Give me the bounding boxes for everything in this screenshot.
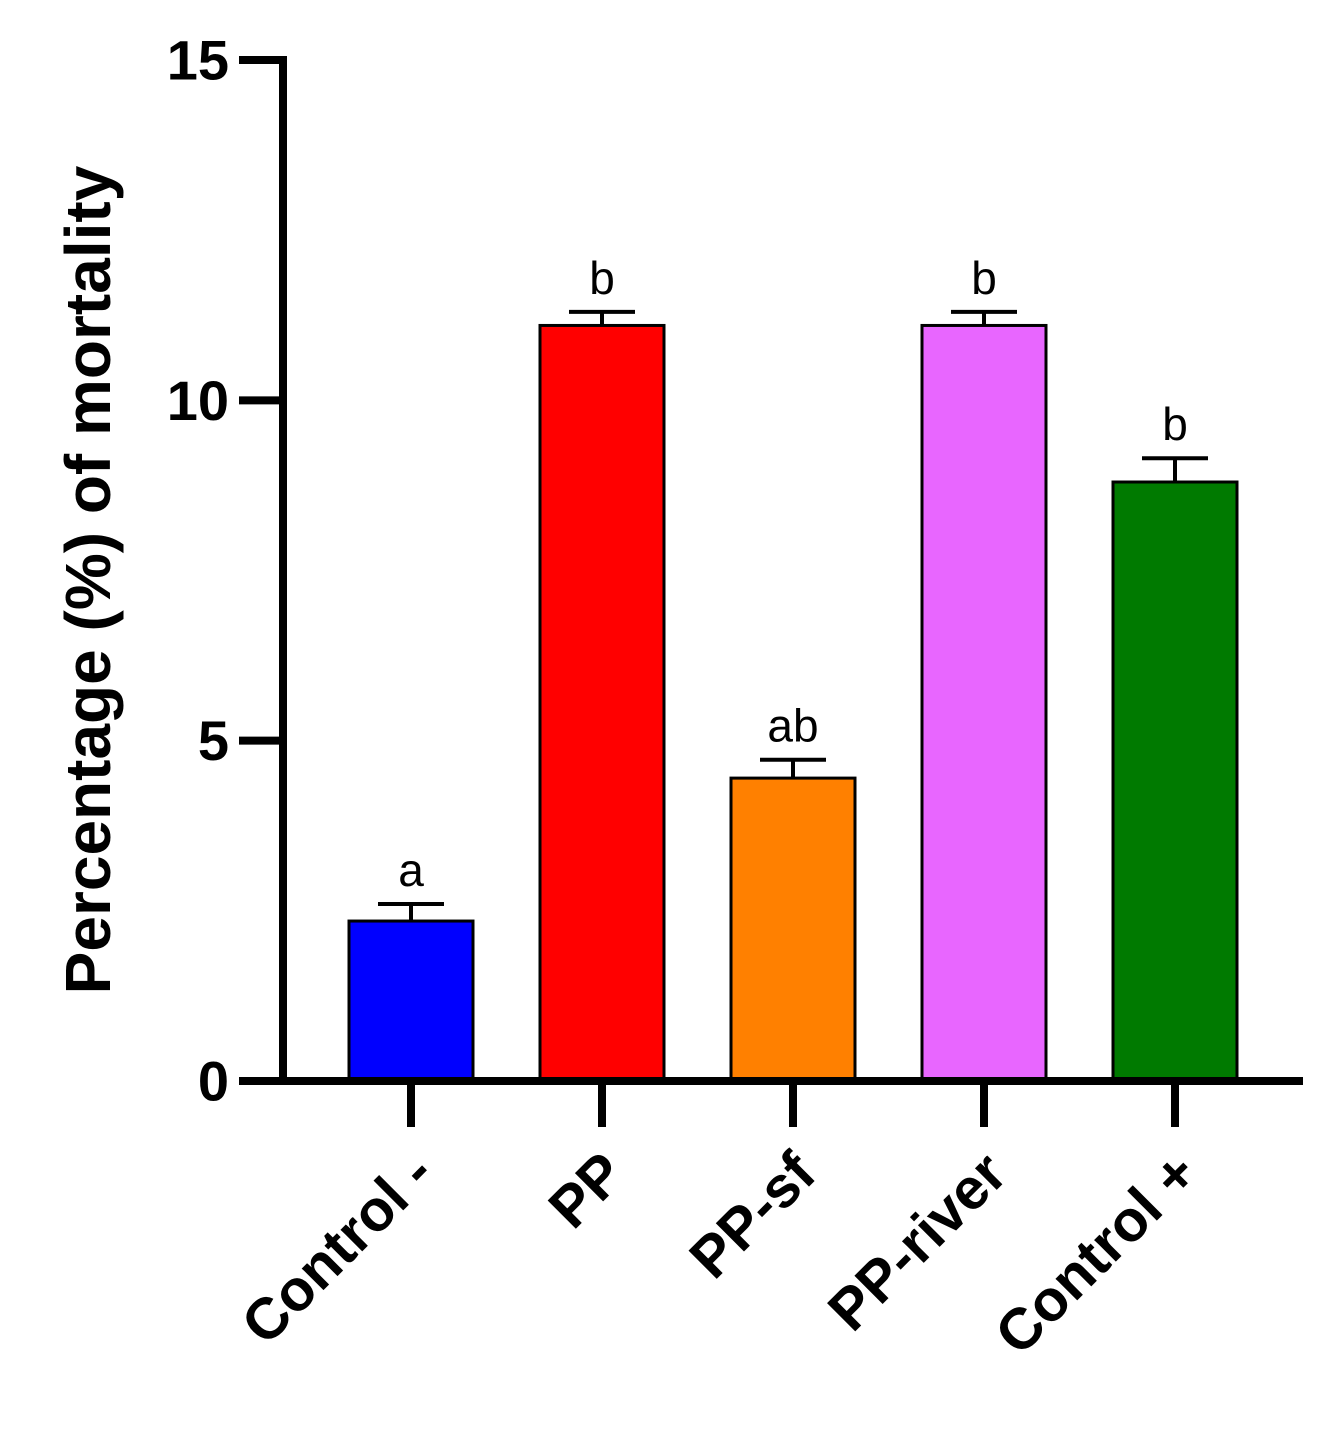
- bar-5: [1111, 480, 1239, 1083]
- y-tick-label-1: 0: [198, 1050, 229, 1113]
- y-tick-label-4: 15: [167, 29, 229, 92]
- axes-group: [239, 56, 1303, 1085]
- x-tick-label-5: Control +: [983, 1140, 1210, 1367]
- bar-4: [920, 323, 1048, 1083]
- significance-label-1: a: [398, 844, 424, 896]
- bar-3: [729, 776, 857, 1083]
- bar-2: [538, 323, 666, 1083]
- y-tick-label-2: 5: [198, 709, 229, 772]
- x-tick-label-2: PP: [536, 1140, 637, 1241]
- x-tick-label-1: Control -: [229, 1140, 446, 1357]
- bar-1: [347, 919, 475, 1083]
- y-axis-title: Percentage (%) of mortality: [52, 165, 124, 994]
- y-ticks-group: 0 5 10 15: [167, 29, 283, 1113]
- x-tick-label-3: PP-sf: [677, 1140, 828, 1291]
- significance-label-2: b: [589, 252, 615, 304]
- significance-label-3: ab: [767, 700, 818, 752]
- x-tick-label-4: PP-river: [816, 1140, 1019, 1343]
- significance-label-5: b: [1162, 398, 1188, 450]
- error-bars-group: [378, 309, 1208, 922]
- y-tick-label-3: 10: [167, 369, 229, 432]
- significance-label-4: b: [971, 252, 997, 304]
